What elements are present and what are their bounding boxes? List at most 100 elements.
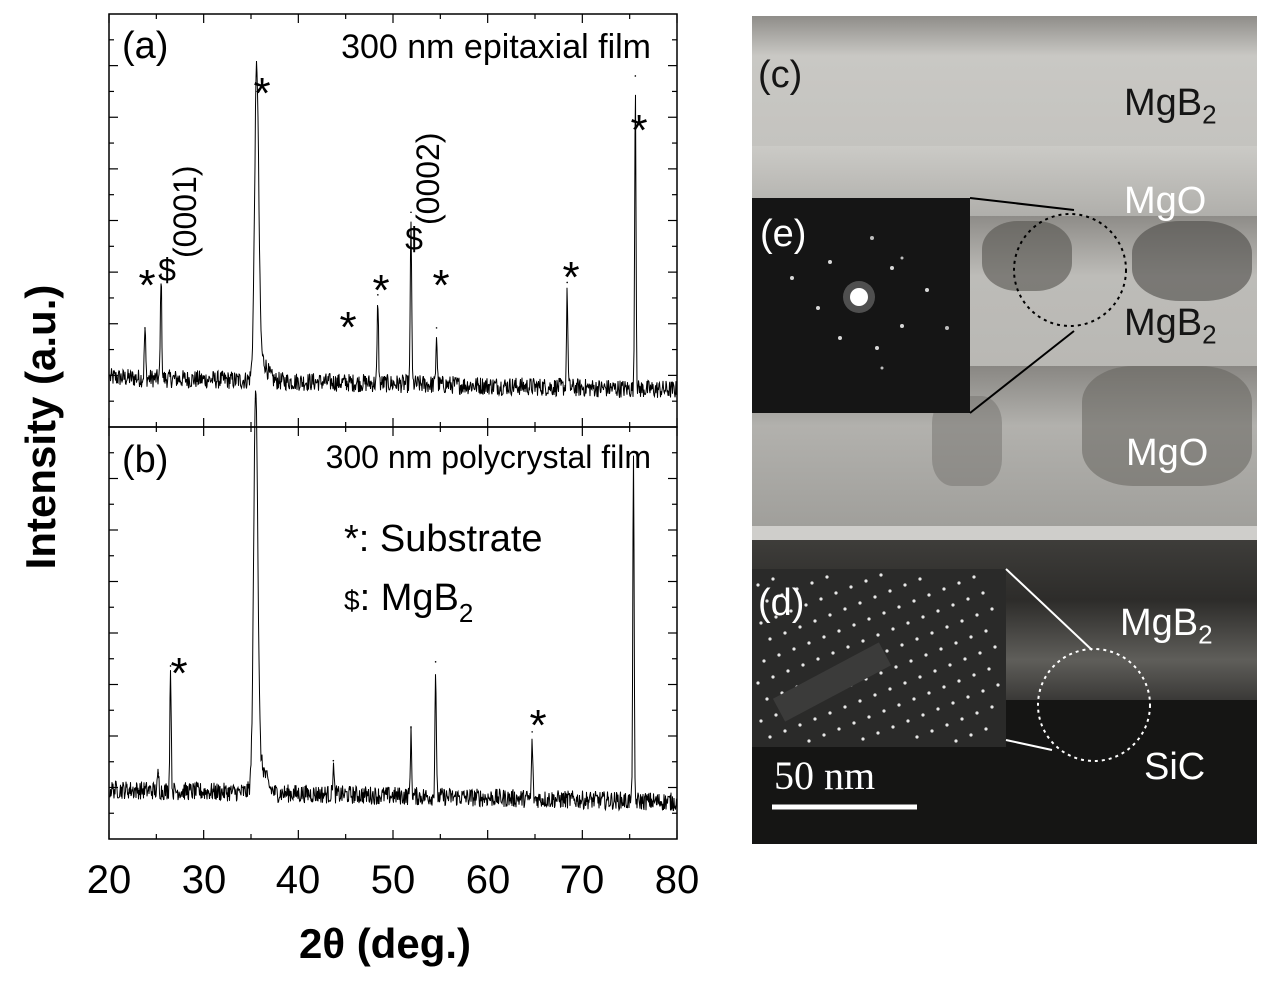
x-tick-label: 40 xyxy=(276,858,321,902)
diffraction-spot xyxy=(885,649,889,653)
diffraction-spot xyxy=(918,577,922,581)
diffraction-spot xyxy=(804,603,808,607)
diffraction-spot xyxy=(894,665,898,669)
diffraction-spot xyxy=(996,683,1000,687)
diffraction-spot xyxy=(930,631,934,635)
x-tick-label: 70 xyxy=(560,858,605,902)
diffraction-spot xyxy=(981,591,985,595)
peak-marker-mgb2: $ xyxy=(158,252,176,288)
peak-point xyxy=(144,327,146,329)
diffraction-spot xyxy=(903,583,907,587)
diffraction-spot xyxy=(819,597,823,601)
diffraction-spot xyxy=(906,719,910,723)
diffraction-spot xyxy=(993,645,997,649)
diffraction-spot xyxy=(969,733,973,737)
diffraction-spot xyxy=(852,721,856,725)
x-tick-label: 50 xyxy=(371,858,416,902)
axis-ticks xyxy=(108,14,678,839)
diffraction-spot xyxy=(984,727,988,731)
peak-point xyxy=(169,665,172,667)
diffraction-spot xyxy=(966,597,970,601)
diffraction-spot xyxy=(912,599,916,603)
diffraction-spot xyxy=(774,713,778,717)
peak-marker-mgb2: $ xyxy=(405,221,423,257)
diffraction-spot xyxy=(978,651,982,655)
diffraction-spot xyxy=(759,621,763,625)
diffraction-spot xyxy=(822,733,826,737)
diffraction-spot xyxy=(843,607,847,611)
spectrum-b-line xyxy=(109,390,677,812)
diffraction-spot xyxy=(801,663,805,667)
peak-point xyxy=(160,273,162,275)
diffraction-spot xyxy=(849,585,853,589)
diffraction-spot xyxy=(876,633,880,637)
peak-point xyxy=(157,772,160,774)
peak-point xyxy=(254,397,257,399)
spectrum-a-line xyxy=(109,60,677,399)
diffraction-spot xyxy=(867,715,871,719)
diffraction-spot xyxy=(939,647,943,651)
diffraction-spot xyxy=(903,681,907,685)
diffraction-spot xyxy=(975,613,979,617)
diffraction-spot xyxy=(963,657,967,661)
peak-marker-substrate: * xyxy=(562,253,579,302)
diffraction-spot xyxy=(900,643,904,647)
layer-label: MgB2 xyxy=(1124,82,1217,130)
diffraction-spot xyxy=(936,609,940,613)
diffraction-spot xyxy=(969,635,973,639)
diffraction-spot xyxy=(924,653,928,657)
x-axis-label: 2θ (deg.) xyxy=(299,920,471,967)
y-axis-label: Intensity (a.u.) xyxy=(17,285,64,570)
grain-feature xyxy=(982,221,1072,291)
diffraction-spot xyxy=(861,639,865,643)
diffraction-spot xyxy=(888,687,892,691)
peak-point xyxy=(531,731,533,733)
diffraction-spot xyxy=(846,645,850,649)
diffraction-spot xyxy=(942,685,946,689)
layer-interface xyxy=(752,526,1257,540)
grain-feature xyxy=(1132,221,1252,301)
diffraction-spot xyxy=(927,691,931,695)
diffraction-spot xyxy=(960,717,964,721)
diffraction-spot xyxy=(918,675,922,679)
diffraction-spot xyxy=(780,593,784,597)
peak-point xyxy=(255,75,258,77)
diffraction-spot xyxy=(954,739,958,743)
diffraction-spot xyxy=(789,609,793,613)
diffraction-spot xyxy=(879,573,883,577)
diffraction-spot xyxy=(822,635,826,639)
beam-stop xyxy=(772,642,892,722)
legend-mgb2: $: MgB2 xyxy=(344,577,473,628)
tem-image: (e) (d) (c) MgB2 MgO MgB2 MgO MgB2 SiC 5… xyxy=(752,16,1257,844)
diffraction-spot xyxy=(774,615,778,619)
diffraction-spot xyxy=(942,587,946,591)
peak-index-0002: (0002) xyxy=(410,133,446,226)
peak-index-0001: (0001) xyxy=(167,166,203,259)
peak-point xyxy=(435,327,438,329)
diffraction-spot xyxy=(813,619,817,623)
panel-d-label: (d) xyxy=(758,582,805,624)
layer-label: MgO xyxy=(1124,180,1207,222)
diffraction-spot xyxy=(879,671,883,675)
diffraction-spot xyxy=(888,589,892,593)
diffraction-spot xyxy=(831,651,835,655)
peak-marker-substrate: * xyxy=(339,303,356,352)
diffraction-spot xyxy=(981,689,985,693)
diffraction-spot xyxy=(945,723,949,727)
diffraction-spot xyxy=(837,727,841,731)
diffraction-spot xyxy=(765,697,769,701)
diffraction-spot xyxy=(783,729,787,733)
peak-point xyxy=(377,294,379,296)
diffraction-spot xyxy=(909,659,913,663)
diffraction-spot xyxy=(786,669,790,673)
diffraction-spot xyxy=(861,737,865,741)
diffraction-spot xyxy=(756,681,760,685)
diffraction-spot xyxy=(921,615,925,619)
diffraction-spot xyxy=(807,739,811,743)
diffraction-spot xyxy=(873,595,877,599)
diffraction-spot xyxy=(858,601,862,605)
xrd-figure: Intensity (a.u.) 20 30 40 50 60 70 80 2θ… xyxy=(17,13,699,967)
diffraction-spot xyxy=(990,705,994,709)
diffraction-spot xyxy=(912,697,916,701)
diffraction-spot xyxy=(852,623,856,627)
